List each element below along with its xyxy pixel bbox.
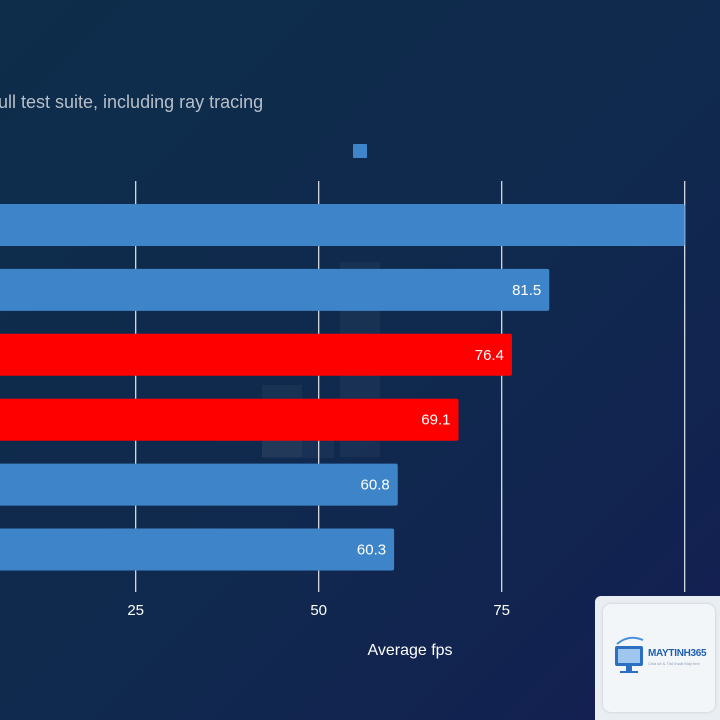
bar <box>0 398 459 441</box>
watermark-tagline: Chia sẻ & Thủ thuật Máy tính <box>648 661 700 666</box>
data-label: 60.3 <box>357 542 386 559</box>
bar <box>0 463 398 506</box>
chart-bars: 81.5 76.4 69.1 60.8 60.3 <box>0 204 685 571</box>
x-tick-label: 25 <box>127 602 144 619</box>
watermark-logo: MAYTINH365 Chia sẻ & Thủ thuật Máy tính <box>595 596 720 720</box>
bar <box>0 333 512 376</box>
bar <box>0 204 685 246</box>
background-shape <box>262 440 334 458</box>
legend-swatch <box>353 144 367 158</box>
monitor-icon <box>615 636 644 673</box>
data-label: 81.5 <box>512 282 541 299</box>
chart-subtitle: ull test suite, including ray tracing <box>0 92 264 112</box>
x-tick-label: 50 <box>310 602 327 619</box>
data-label: 76.4 <box>475 347 504 364</box>
bar <box>0 528 395 571</box>
watermark-brand: MAYTINH365 <box>648 648 707 659</box>
x-axis-label: Average fps <box>367 642 453 659</box>
data-label: 60.8 <box>361 477 390 494</box>
data-label: 69.1 <box>421 412 450 429</box>
x-tick-label: 75 <box>493 602 510 619</box>
bar <box>0 268 550 311</box>
chart-grid <box>135 181 686 592</box>
watermark-card: MAYTINH365 Chia sẻ & Thủ thuật Máy tính <box>603 604 715 712</box>
